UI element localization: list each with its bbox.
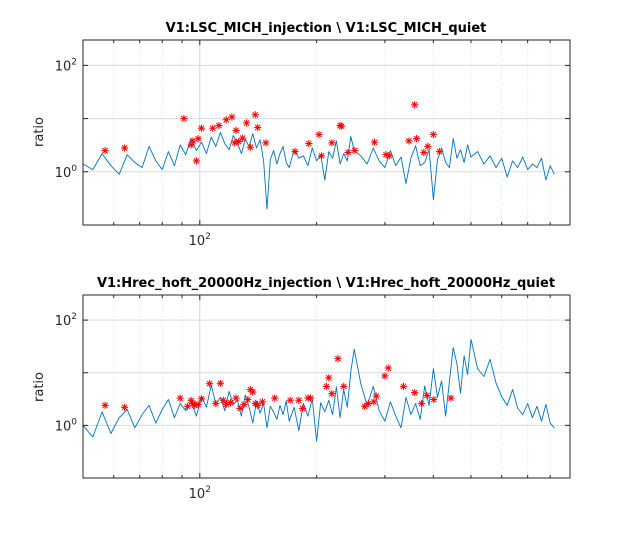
tick-marks-2 [82,295,571,479]
peak-marker [295,396,303,404]
peak-marker [417,399,426,408]
peak-marker [435,147,444,156]
peak-marker [328,139,336,147]
y-tick-label: 102 [55,312,77,329]
peak-marker [298,404,307,413]
peak-marker [101,401,109,409]
peak-marker [240,400,248,409]
peak-marker [228,113,236,121]
peak-marker [226,399,235,407]
peak-marker [176,394,184,402]
peak-marker [405,137,413,145]
peak-marker [430,395,438,404]
series-line [82,131,555,210]
y-tick-label: 100 [55,164,78,181]
peak-marker [423,391,431,400]
peak-marker [344,148,352,157]
peak-marker [246,143,254,151]
peak-marker [192,157,200,165]
peak-marker [244,395,252,404]
y-tick-label: 102 [55,57,77,74]
peak-marker [212,399,220,408]
peak-marker [291,147,299,156]
x-tick-label: 102 [189,232,211,249]
peak-marker [206,380,214,388]
axes-box-1 [82,39,571,226]
peak-marker [328,390,336,398]
peak-marker [361,402,369,410]
peak-marker [382,151,390,159]
peak-marker [197,124,206,132]
peak-marker [429,131,437,139]
peak-marker [258,398,266,406]
peak-marker [216,379,224,387]
peak-marker [337,122,346,130]
peak-marker [239,134,247,142]
series-layer-2 [82,338,555,442]
peak-marker [120,144,129,152]
peak-marker [370,138,379,146]
peak-marker [120,403,129,411]
peak-marker [325,374,333,382]
peak-marker [447,394,455,402]
peak-marker [262,139,270,147]
y-tick-label: 100 [55,417,78,434]
peak-marker [194,135,202,143]
tick-marks-1 [82,40,571,226]
axes-box-2 [82,294,571,479]
peak-marker [412,135,421,143]
peak-marker [209,124,217,132]
peak-marker [411,388,419,397]
chart-title-1: V1:LSC_MICH_injection \ V1:LSC_MICH_quie… [166,21,487,36]
x-tick-label: 102 [189,485,211,502]
peak-marker [317,152,326,160]
y-axis-label-1: ratio [32,117,47,147]
chart-panel-2: V1:Hrec_hoft_20000Hz_injection \ V1:Hrec… [32,276,571,502]
peak-marker [180,114,188,123]
peak-marker [197,395,206,403]
peak-marker [254,401,262,409]
peak-marker [411,101,419,109]
peak-marker [249,388,257,396]
y-axis-label-2: ratio [32,372,47,402]
peak-marker [424,142,432,151]
chart-panel-1: V1:LSC_MICH_injection \ V1:LSC_MICH_quie… [32,21,571,249]
peak-marker [420,148,428,157]
peak-marker [334,355,342,363]
peak-marker [242,119,251,127]
peak-marker [254,123,262,132]
peak-marker [364,399,372,408]
series-line [82,338,555,442]
peak-marker [232,394,240,402]
tick-labels-1: 100 102 102 [55,57,211,249]
peak-marker [399,382,408,391]
peak-marker [194,400,202,409]
peak-marker [271,394,279,402]
peak-marker [306,394,315,402]
peak-marker [315,131,323,139]
peak-marker [384,364,392,372]
peak-marker [183,402,192,410]
peak-marker [340,382,348,391]
peak-marker [351,147,359,155]
peak-marker [385,152,393,160]
peak-marker [305,139,313,148]
tick-labels-2: 100 102 102 [55,312,211,502]
peak-marker [286,396,294,404]
peak-marker [222,116,230,124]
peak-marker [215,121,223,130]
series-layer-1 [82,101,555,210]
peak-marker [322,382,330,391]
peak-marker [101,147,109,155]
peak-marker [370,398,378,406]
peak-marker [232,126,240,134]
peak-marker [251,111,259,119]
plot-area-1 [83,40,570,225]
peak-marker [381,372,389,380]
peak-marker [219,396,227,404]
chart-title-2: V1:Hrec_hoft_20000Hz_injection \ V1:Hrec… [97,276,555,291]
peak-marker [372,392,380,400]
